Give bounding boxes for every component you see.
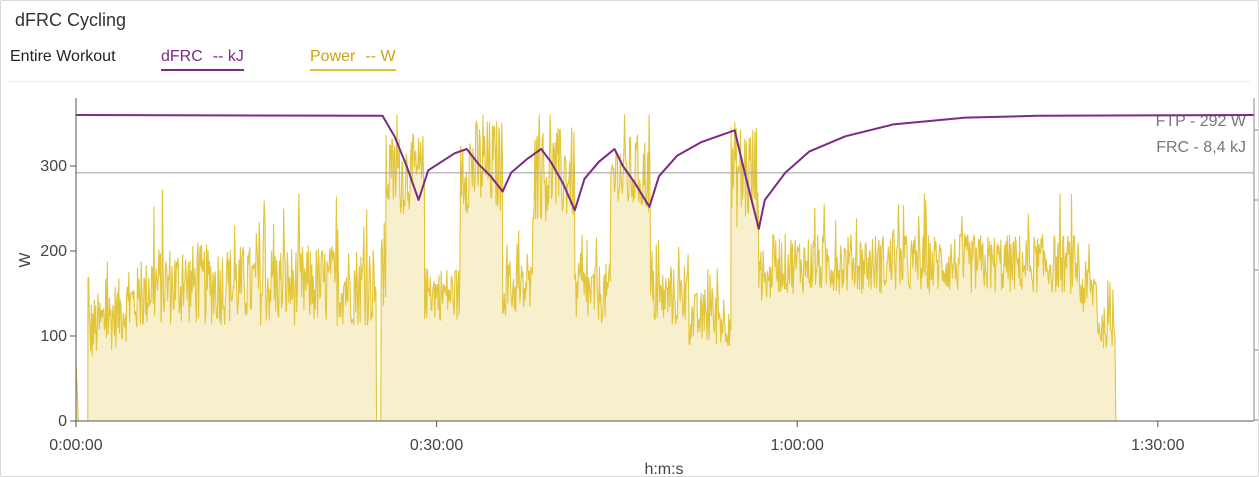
ftp-label: FTP - 292 W <box>1156 113 1247 130</box>
legend-dfrc-value: -- kJ <box>212 48 244 65</box>
legend-power-label: Power <box>310 48 356 65</box>
y-tick-label-3: 300 <box>40 158 67 175</box>
legend-dfrc-label: dFRC <box>161 48 203 65</box>
dfrc-line <box>75 114 1255 230</box>
y-tick-label-2: 200 <box>40 243 67 260</box>
y-axis-title: W <box>17 252 34 268</box>
x-tick-label-2: 1:00:00 <box>771 437 824 454</box>
power-area <box>76 115 1254 421</box>
reference-layer: FTP - 292 W FRC - 8,4 kJ <box>76 113 1254 174</box>
frc-label: FRC - 8,4 kJ <box>1156 139 1246 156</box>
dfrc-layer <box>75 114 1255 230</box>
power-line <box>75 114 1255 422</box>
legend-dfrc[interactable]: dFRC -- kJ <box>161 48 244 71</box>
header-divider <box>9 81 1250 82</box>
y-tick-label-0: 0 <box>58 413 67 430</box>
legend-power[interactable]: Power -- W <box>310 48 396 71</box>
y-tick-label-1: 100 <box>40 328 67 345</box>
x-axis-title: h:m:s <box>644 461 683 477</box>
x-tick-label-3: 1:30:00 <box>1131 437 1184 454</box>
x-tick-label-0: 0:00:00 <box>49 437 102 454</box>
x-tick-label-1: 0:30:00 <box>410 437 463 454</box>
power-layer <box>75 114 1255 422</box>
axes-layer: 0 100 200 300 0:00:00 0:30:00 1:00:00 1:30:00 h:… <box>17 98 1258 477</box>
legend-power-value: -- W <box>365 48 396 65</box>
chart-title: dFRC Cycling <box>15 10 127 30</box>
scope-selector[interactable]: Entire Workout <box>10 48 116 65</box>
